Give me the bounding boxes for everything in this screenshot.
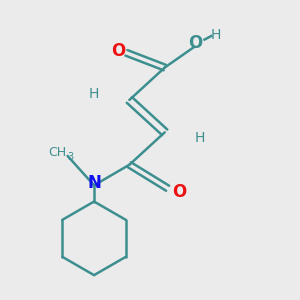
Text: O: O	[111, 42, 125, 60]
Text: CH: CH	[48, 146, 66, 159]
Text: H: H	[210, 28, 220, 42]
Text: O: O	[188, 34, 203, 52]
Text: H: H	[195, 131, 205, 145]
Text: 3: 3	[67, 152, 73, 162]
Text: H: H	[89, 87, 99, 101]
Text: O: O	[172, 183, 186, 201]
Text: N: N	[87, 174, 101, 192]
